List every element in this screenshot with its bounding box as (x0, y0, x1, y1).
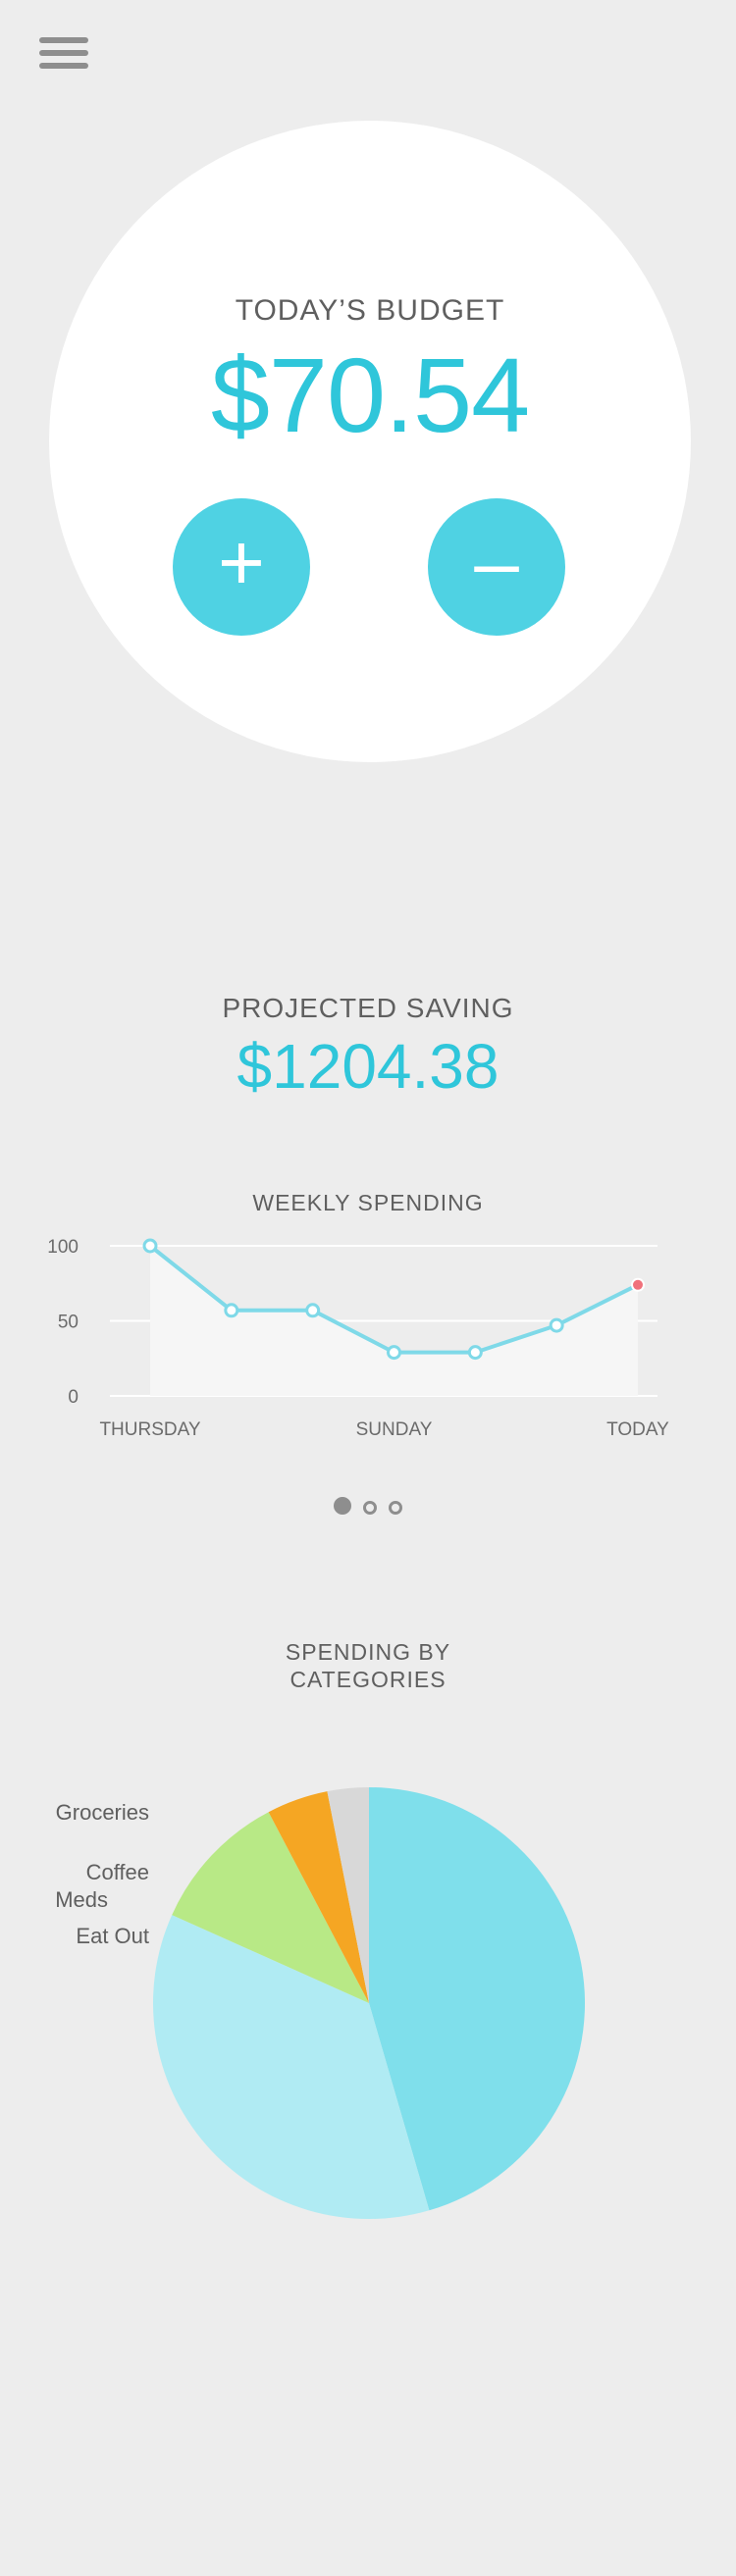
subtract-expense-button[interactable]: – (428, 498, 565, 636)
projected-saving-title: PROJECTED SAVING (222, 993, 514, 1023)
y-tick-label: 50 (58, 1313, 79, 1333)
weekly-spending-chart: 0 50 100 THURSDAY SUNDAY TODAY (47, 1237, 669, 1440)
spending-categories-chart: Eat Out Meds Coffee Groceries (55, 1787, 585, 2219)
spending-categories-title-line: SPENDING BY (285, 1639, 451, 1665)
area-fill (150, 1246, 638, 1396)
chart-pager (0, 1497, 736, 1520)
data-point (467, 1345, 483, 1361)
slice-label: Groceries (56, 1800, 149, 1825)
pager-dot[interactable] (389, 1501, 402, 1515)
slice-label: Meds (55, 1887, 108, 1912)
y-tick-label: 100 (47, 1237, 79, 1258)
spending-categories-title: SPENDING BY CATEGORIES (0, 1638, 736, 1693)
data-point (549, 1317, 564, 1333)
add-expense-button[interactable]: + (173, 498, 310, 636)
pie-slice (369, 1787, 585, 2211)
data-point (631, 1277, 645, 1292)
x-tick-label: SUNDAY (356, 1419, 433, 1440)
pie-slice (268, 1791, 369, 2003)
x-tick-label: THURSDAY (99, 1419, 200, 1440)
hamburger-menu-icon[interactable] (39, 37, 88, 71)
data-point (387, 1345, 401, 1361)
budget-card: TODAY’S BUDGET $70.54 + – (49, 121, 691, 762)
pager-dot[interactable] (363, 1501, 377, 1515)
spending-categories-title-line: CATEGORIES (289, 1667, 447, 1692)
y-tick-label: 0 (68, 1387, 79, 1408)
budget-amount: $70.54 (210, 335, 530, 454)
pager-dot[interactable] (334, 1497, 351, 1515)
pie-slice (327, 1787, 369, 2003)
pie-slice (153, 1915, 430, 2219)
data-point (142, 1238, 158, 1254)
data-point (305, 1303, 321, 1318)
minus-icon: – (474, 518, 519, 607)
projected-saving-amount: $1204.38 (237, 1031, 499, 1102)
slice-label: Eat Out (76, 1924, 149, 1948)
slice-label: Coffee (86, 1860, 149, 1884)
budget-title: TODAY’S BUDGET (235, 294, 505, 327)
data-point (224, 1303, 239, 1318)
pie-slice (172, 1812, 369, 2003)
plus-icon: + (218, 518, 265, 607)
weekly-spending-title: WEEKLY SPENDING (252, 1190, 484, 1215)
x-tick-label: TODAY (606, 1419, 669, 1440)
